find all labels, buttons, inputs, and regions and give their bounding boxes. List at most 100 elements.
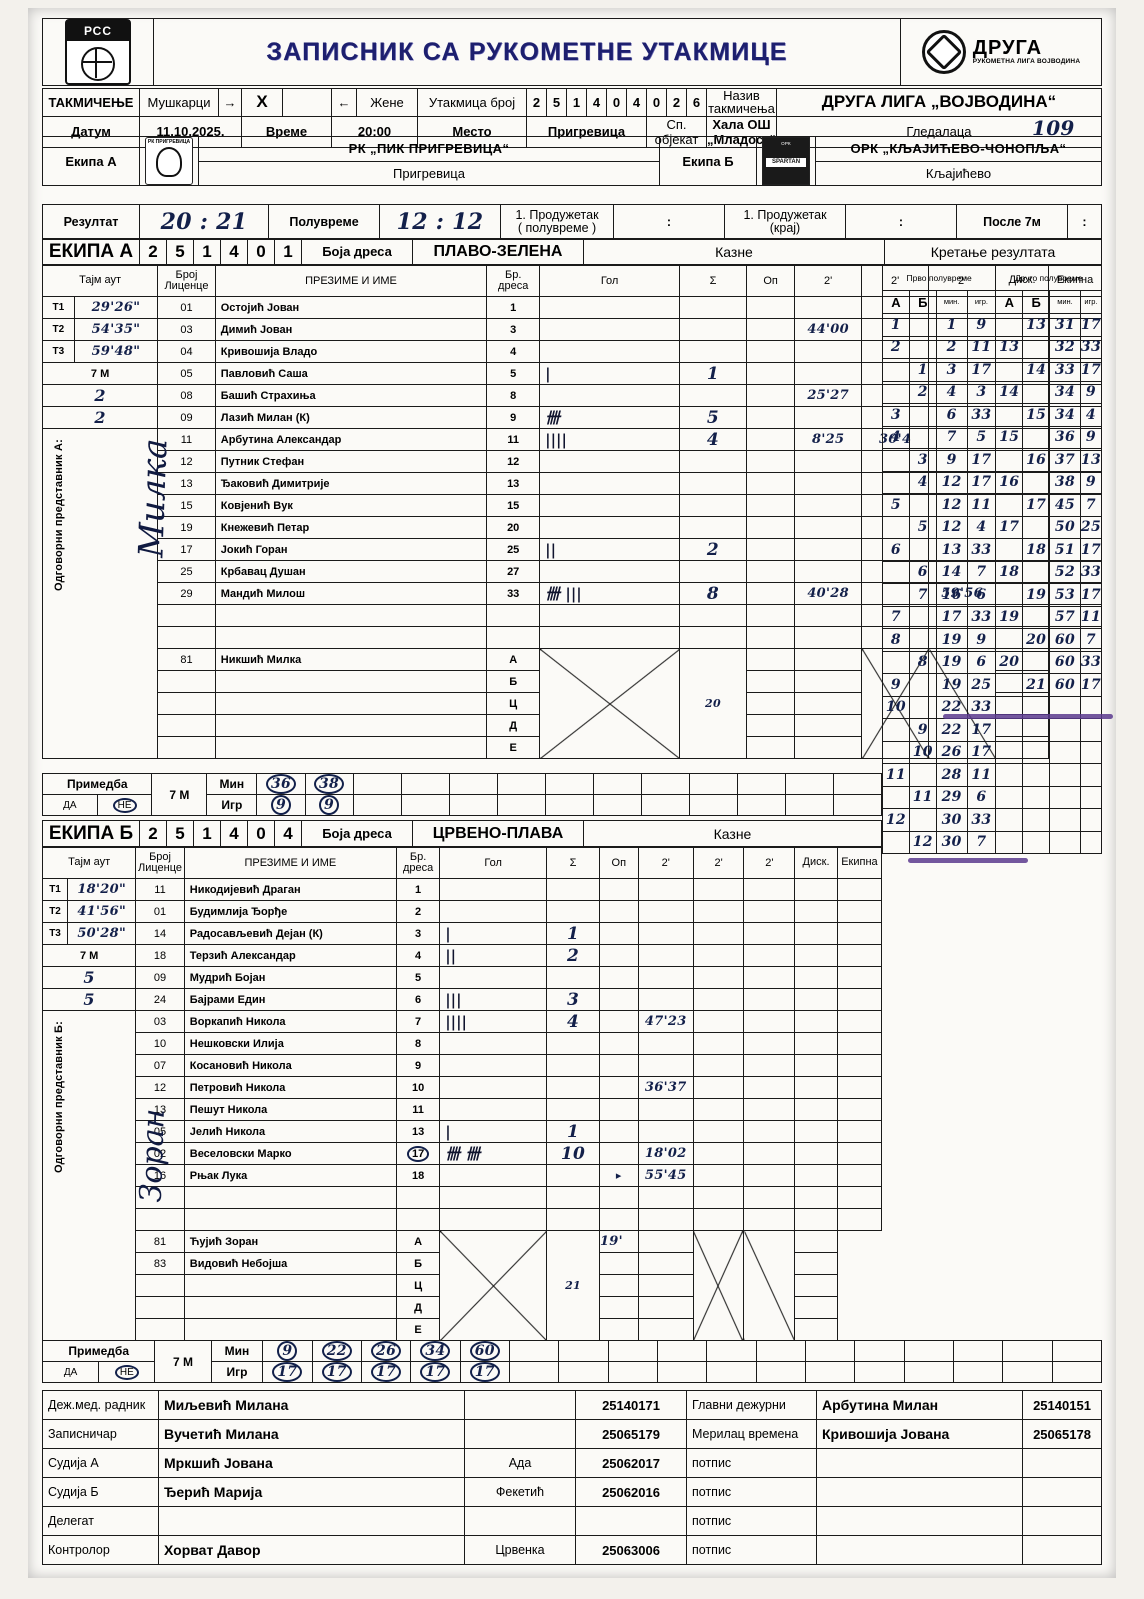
- player-goal-tally: [539, 384, 680, 407]
- th-2a: 2': [794, 265, 863, 297]
- player-license: 19: [157, 516, 216, 539]
- player-license: [135, 1208, 185, 1231]
- prog-fh-b: [908, 695, 937, 719]
- player-op: [745, 472, 796, 495]
- prog-fh-a: 5: [882, 493, 910, 517]
- official-code: А: [486, 648, 541, 671]
- player-name: [214, 626, 488, 649]
- player-license: 05: [135, 1120, 185, 1143]
- official-license: 25140171: [575, 1390, 687, 1420]
- player-goal-sum: 1: [546, 922, 600, 945]
- seven-m-label: 7 М: [41, 944, 137, 967]
- player-name: Крбавац Душан: [214, 560, 488, 583]
- player-op: [745, 428, 796, 451]
- team-b-crest: ОРК SPARTAN: [756, 136, 816, 186]
- table-row: 5 09 Мудрић Бојан 5: [41, 966, 883, 989]
- prog-sh-player: 33: [1079, 335, 1103, 359]
- sevenm-min-11: [784, 773, 834, 795]
- prog-fh-b: [908, 808, 937, 832]
- prog-fh-player: 9: [966, 313, 997, 337]
- sevenm-player-14: [952, 1361, 1004, 1383]
- player-goal-sum: 10: [546, 1142, 600, 1165]
- player-shirt: 3: [486, 318, 541, 341]
- league-logo-sub: РУКОМЕТНА ЛИГА ВОЈВОДИНА: [972, 58, 1081, 66]
- player-shirt: 27: [486, 560, 541, 583]
- prog-fh-b: 2: [908, 380, 937, 404]
- official-license: [135, 1318, 185, 1341]
- table-row: Т1 18'20" 11 Никодијевић Драган 1: [41, 878, 883, 901]
- prog-fh-min: 13: [935, 538, 968, 562]
- prog-fh-player: 33: [966, 808, 997, 832]
- th-sum: Σ: [679, 265, 747, 297]
- player-pen-1: [794, 340, 863, 363]
- sevenm-player-1: 9: [304, 794, 354, 816]
- player-shirt: 18: [395, 1164, 441, 1187]
- official-teampen: [794, 1318, 838, 1341]
- official-name: [183, 1318, 398, 1341]
- gender-checkbox-men[interactable]: X: [241, 88, 283, 117]
- prog-sh-player: 9: [1079, 380, 1103, 404]
- player-goal-sum: [679, 296, 747, 319]
- player-pen-1: [637, 922, 694, 945]
- sevenm-min-8: [656, 1340, 708, 1362]
- sevenm-min-12: [854, 1340, 905, 1362]
- player-teampen: [836, 1164, 883, 1187]
- sevenm-player-2: [352, 794, 402, 816]
- player-op: [598, 1076, 639, 1099]
- player-shirt: 2: [395, 900, 441, 923]
- team-a-digit-5: 1: [274, 238, 302, 265]
- player-pen-3: [743, 1164, 796, 1187]
- timeout-value-3: 59'48": [73, 340, 159, 363]
- official-name: Хорват Давор: [158, 1535, 465, 1565]
- player-goal-tally: [439, 1032, 548, 1055]
- prog-sh-a: 20: [995, 650, 1024, 674]
- gender-blank-cell[interactable]: [282, 88, 332, 117]
- sevenm-player-13: [903, 1361, 954, 1383]
- player-goal-sum: [679, 450, 747, 473]
- prog-sh-min: 37: [1049, 448, 1081, 472]
- player-goal-sum: 2: [546, 944, 600, 967]
- team-b-digit-4: 0: [247, 820, 275, 847]
- timeout-label-2: Т2: [42, 318, 75, 341]
- prog-fh-min: 4: [935, 380, 968, 404]
- prog-fh-min: 19: [935, 650, 968, 674]
- prog-fh-a: 8: [882, 628, 910, 652]
- player-license: 04: [157, 340, 216, 363]
- prog-fh-player: 11: [966, 493, 997, 517]
- prog-sh-min: 52: [1049, 560, 1081, 584]
- prog-sh-min: 60: [1049, 650, 1081, 674]
- prog-sh-player: [1079, 808, 1103, 832]
- th-license: Број Лиценце: [157, 265, 216, 297]
- timeout-value-1: 18'20": [67, 878, 137, 901]
- player-license: 05: [157, 362, 216, 385]
- prog-fh-b: 5: [908, 515, 937, 539]
- player-license: 11: [135, 878, 185, 901]
- official-op: [598, 1252, 639, 1275]
- prog-fh-min: 9: [935, 448, 968, 472]
- player-name: Путник Стефан: [214, 450, 488, 473]
- prog-sh-player: 4: [1079, 403, 1103, 427]
- sevenm-min-3: 34: [410, 1340, 461, 1362]
- table-row: 10 Нешковски Илија 8: [43, 1032, 883, 1055]
- overtime2-value: :: [845, 204, 957, 240]
- sevenm-player-9: [688, 794, 738, 816]
- player-goal-tally: [539, 318, 680, 341]
- official-city: [464, 1419, 576, 1449]
- prog-sh-b: [1022, 785, 1051, 809]
- player-shirt: 10: [395, 1076, 441, 1099]
- disq-slash: [743, 1230, 796, 1341]
- player-op: [745, 406, 796, 429]
- official-role: Судија Б: [42, 1477, 159, 1507]
- prog-sh-a: [995, 740, 1024, 764]
- th-op: Оп: [598, 847, 639, 879]
- progress-row: 11 28 11: [882, 763, 1103, 787]
- player-goal-tally: [539, 516, 680, 539]
- player-goal-sum: [546, 1098, 600, 1121]
- prog-h-min1: мин.: [935, 290, 968, 314]
- player-pen-1: [637, 988, 694, 1011]
- official-name: Ћујић Зоран: [183, 1230, 398, 1253]
- player-teampen: [836, 1010, 883, 1033]
- team-b-crest-caption: ОРК: [781, 141, 791, 146]
- player-goal-sum: [546, 1054, 600, 1077]
